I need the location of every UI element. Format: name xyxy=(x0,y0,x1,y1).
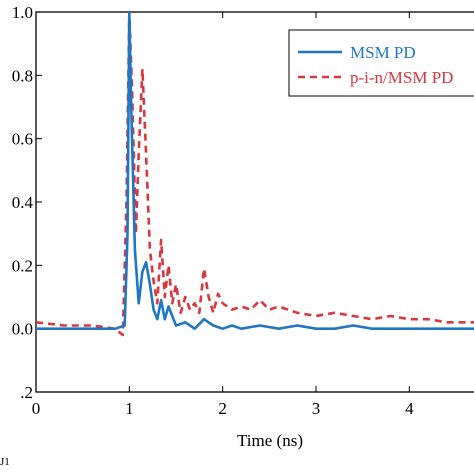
x-tick-label: 3 xyxy=(312,399,321,418)
tick-labels: 0 1 2 3 4 .2 0.0 0.2 0.4 0.6 0.8 1.0 xyxy=(12,3,414,418)
legend: MSM PD p-i-n/MSM PD xyxy=(288,29,474,97)
x-tick-label: 4 xyxy=(405,399,414,418)
series-line-msm-pd xyxy=(36,10,474,331)
series-line-pin-msm-pd xyxy=(35,10,474,337)
axis-ticks xyxy=(35,11,410,393)
x-tick-label: 1 xyxy=(125,399,134,418)
legend-label-pin: p-i-n/MSM PD xyxy=(350,68,453,87)
y-tick-label: 1.0 xyxy=(12,3,33,22)
series-layer xyxy=(35,10,474,337)
x-tick-label: 0 xyxy=(32,399,41,418)
y-tick-label: 0.6 xyxy=(12,130,33,149)
legend-label-msm: MSM PD xyxy=(350,43,416,62)
x-axis-title: Time (ns) xyxy=(237,431,303,450)
y-tick-label: 0.0 xyxy=(12,320,33,339)
y-tick-label: .2 xyxy=(20,383,33,402)
y-tick-label: 0.2 xyxy=(12,256,33,275)
x-tick-label: 2 xyxy=(218,399,227,418)
corner-label: J1 xyxy=(0,456,10,468)
legend-box xyxy=(288,29,474,97)
y-tick-label: 0.4 xyxy=(12,193,34,212)
y-tick-label: 0.8 xyxy=(12,66,33,85)
